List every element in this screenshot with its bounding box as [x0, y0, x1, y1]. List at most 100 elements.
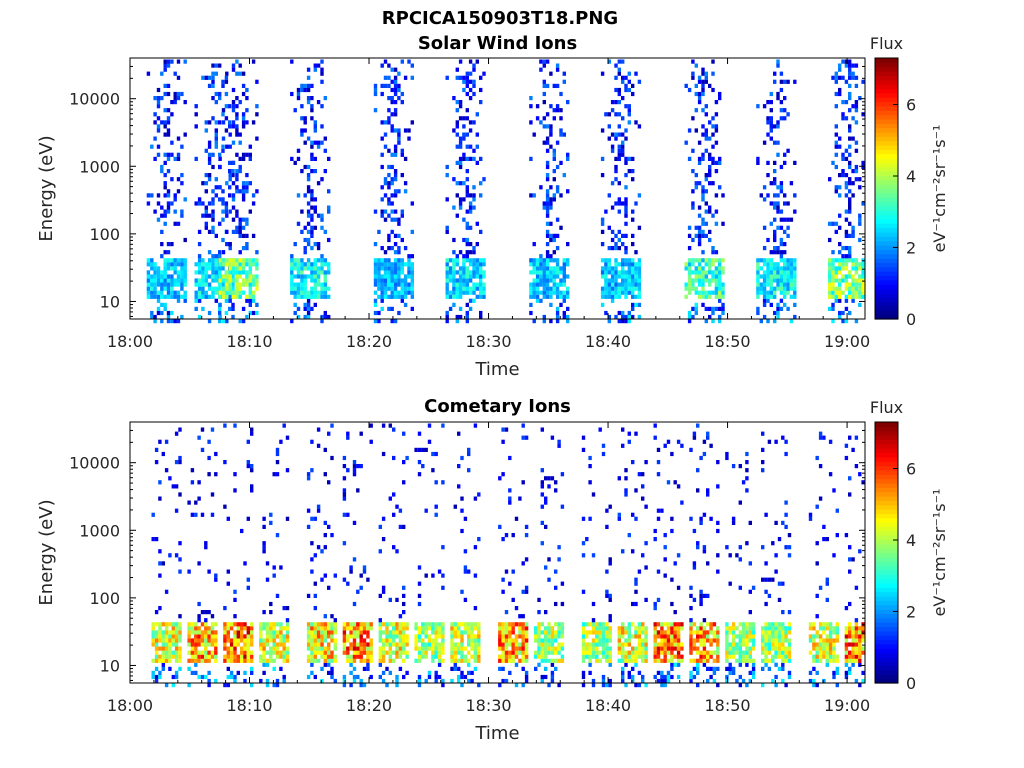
heatmap-cell	[457, 666, 461, 671]
heatmap-cell	[316, 213, 321, 218]
heatmap-cell	[861, 282, 865, 287]
heatmap-cell	[231, 294, 236, 299]
heatmap-cell	[704, 221, 708, 226]
heatmap-cell	[201, 75, 205, 80]
heatmap-cell	[711, 213, 715, 218]
heatmap-cell	[624, 160, 628, 165]
heatmap-cell	[741, 658, 746, 663]
heatmap-cell	[706, 650, 710, 655]
heatmap-cell	[306, 472, 311, 477]
heatmap-cell	[566, 100, 570, 105]
heatmap-cell	[771, 541, 775, 546]
heatmap-cell	[779, 286, 784, 291]
heatmap-cell	[663, 658, 667, 663]
heatmap-cell	[296, 274, 301, 279]
heatmap-cell	[604, 270, 608, 275]
heatmap-cell	[255, 310, 259, 316]
colorbar-segment	[875, 179, 898, 185]
heatmap-cell	[300, 258, 304, 263]
heatmap-cell	[696, 541, 700, 546]
heatmap-cell	[472, 266, 476, 271]
heatmap-cell	[779, 217, 784, 222]
heatmap-cell	[751, 638, 756, 643]
heatmap-cell	[174, 654, 179, 659]
heatmap-cell	[815, 541, 819, 546]
heatmap-cell	[400, 91, 404, 97]
heatmap-cell	[783, 274, 787, 279]
heatmap-cell	[265, 642, 270, 647]
heatmap-cell	[544, 634, 548, 639]
heatmap-cell	[779, 181, 784, 186]
heatmap-cell	[250, 654, 254, 659]
heatmap-cell	[696, 683, 700, 688]
heatmap-cell	[210, 642, 215, 647]
heatmap-cell	[346, 626, 350, 631]
heatmap-cell	[235, 173, 239, 178]
heatmap-cell	[600, 258, 605, 263]
heatmap-cell	[320, 319, 324, 324]
heatmap-cell	[861, 270, 865, 275]
heatmap-cell	[549, 290, 553, 295]
heatmap-cell	[427, 626, 432, 631]
heatmap-cell	[441, 642, 445, 647]
heatmap-cell	[735, 634, 739, 639]
heatmap-cell	[718, 290, 722, 295]
heatmap-cell	[532, 266, 536, 271]
heatmap-cell	[761, 447, 765, 452]
heatmap-cell	[511, 630, 515, 635]
heatmap-cell	[627, 258, 631, 263]
heatmap-cell	[352, 634, 357, 639]
heatmap-cell	[841, 116, 845, 121]
heatmap-cell	[716, 638, 720, 643]
heatmap-cell	[716, 528, 720, 534]
heatmap-cell	[779, 71, 784, 76]
heatmap-cell	[359, 658, 363, 663]
heatmap-cell	[178, 638, 182, 643]
heatmap-cell	[479, 266, 483, 271]
heatmap-cell	[233, 630, 237, 635]
heatmap-cell	[627, 533, 631, 538]
heatmap-cell	[163, 294, 167, 299]
heatmap-cell	[689, 585, 693, 590]
heatmap-cell	[774, 634, 778, 639]
heatmap-cell	[380, 286, 384, 291]
heatmap-cell	[240, 650, 244, 655]
heatmap-cell	[708, 156, 712, 161]
heatmap-cell	[831, 274, 835, 279]
heatmap-cell	[458, 100, 463, 105]
heatmap-cell	[369, 638, 373, 643]
heatmap-cell	[766, 266, 770, 271]
heatmap-cell	[608, 614, 612, 619]
heatmap-cell	[468, 193, 473, 198]
heatmap-cell	[393, 209, 398, 214]
heatmap-cell	[680, 642, 684, 647]
heatmap-cell	[156, 87, 161, 93]
heatmap-cell	[687, 266, 692, 271]
heatmap-cell	[759, 274, 763, 279]
heatmap-cell	[194, 670, 198, 675]
heatmap-cell	[160, 242, 164, 247]
heatmap-cell	[784, 545, 788, 550]
heatmap-cell	[269, 634, 273, 639]
heatmap-cell	[812, 654, 816, 659]
heatmap-cell	[828, 286, 832, 291]
heatmap-cell	[240, 622, 244, 627]
heatmap-cell	[555, 282, 560, 287]
heatmap-cell	[235, 185, 239, 190]
heatmap-cell	[323, 278, 327, 283]
heatmap-cell	[704, 112, 708, 117]
heatmap-cell	[585, 642, 589, 647]
heatmap-cell	[240, 528, 244, 534]
heatmap-cell	[303, 290, 307, 295]
heatmap-cell	[160, 169, 164, 174]
heatmap-cell	[708, 270, 712, 275]
heatmap-cell	[465, 254, 469, 259]
heatmap-cell	[164, 630, 169, 635]
heatmap-cell	[716, 630, 720, 635]
heatmap-cell	[346, 468, 350, 473]
heatmap-cell	[245, 108, 249, 113]
heatmap-cell	[591, 638, 596, 643]
heatmap-cell	[542, 270, 546, 275]
heatmap-cell	[316, 270, 321, 275]
heatmap-cell	[238, 290, 242, 295]
